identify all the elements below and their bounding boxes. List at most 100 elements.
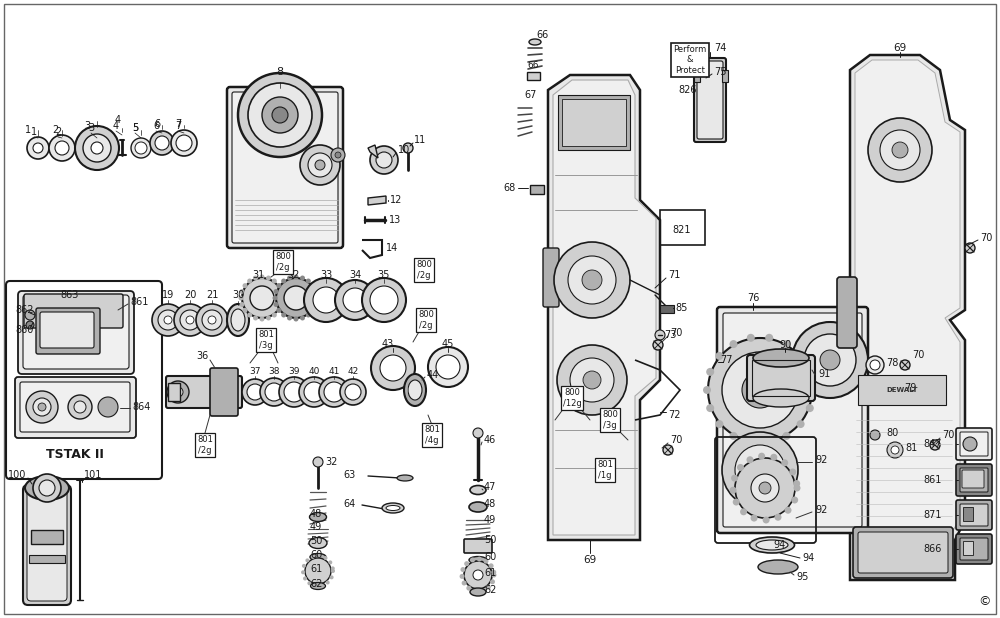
Circle shape [870, 360, 880, 370]
Circle shape [310, 283, 315, 288]
Bar [31, 530, 63, 544]
Circle shape [370, 286, 398, 314]
Circle shape [428, 347, 468, 387]
Circle shape [781, 459, 788, 467]
Text: 61: 61 [484, 568, 496, 578]
FancyBboxPatch shape [36, 308, 100, 354]
Circle shape [706, 404, 714, 412]
Text: 3: 3 [84, 121, 90, 131]
Circle shape [247, 384, 263, 400]
Circle shape [238, 73, 322, 157]
Text: 30: 30 [232, 290, 244, 300]
Circle shape [324, 382, 344, 402]
Text: 75: 75 [714, 67, 726, 77]
Circle shape [331, 566, 335, 570]
Text: 94: 94 [774, 540, 786, 550]
Circle shape [460, 567, 465, 572]
Circle shape [274, 302, 279, 307]
Circle shape [370, 146, 398, 174]
Text: 49: 49 [484, 515, 496, 525]
Text: 62: 62 [310, 579, 322, 589]
Text: 32: 32 [325, 457, 337, 467]
Circle shape [473, 428, 483, 438]
Circle shape [403, 143, 413, 153]
Circle shape [751, 474, 779, 502]
Circle shape [314, 295, 320, 300]
Circle shape [703, 386, 711, 394]
Circle shape [730, 340, 738, 348]
Circle shape [797, 352, 805, 360]
Ellipse shape [386, 506, 400, 510]
Circle shape [75, 126, 119, 170]
FancyBboxPatch shape [747, 355, 815, 401]
Circle shape [279, 302, 284, 307]
Circle shape [715, 420, 723, 428]
Circle shape [820, 350, 840, 370]
Text: 4: 4 [115, 115, 121, 125]
Text: 50: 50 [310, 536, 322, 546]
Circle shape [891, 446, 899, 454]
Circle shape [171, 130, 197, 156]
Circle shape [750, 460, 770, 480]
Ellipse shape [470, 588, 486, 596]
Circle shape [340, 379, 366, 405]
Text: 863: 863 [61, 290, 79, 300]
Circle shape [653, 340, 663, 350]
Circle shape [300, 315, 305, 321]
Ellipse shape [310, 554, 326, 561]
FancyBboxPatch shape [232, 92, 338, 243]
Circle shape [326, 580, 330, 585]
Circle shape [324, 556, 328, 560]
Text: DEWALT: DEWALT [886, 387, 918, 393]
Circle shape [470, 557, 475, 562]
Text: 14: 14 [386, 243, 398, 253]
Circle shape [164, 316, 172, 324]
Bar [722, 70, 728, 82]
Circle shape [758, 452, 765, 460]
Text: 40: 40 [308, 368, 320, 376]
Circle shape [242, 379, 268, 405]
Text: 49: 49 [310, 522, 322, 532]
FancyBboxPatch shape [23, 485, 71, 605]
Circle shape [742, 372, 778, 408]
Text: 70: 70 [942, 430, 954, 440]
Circle shape [460, 574, 465, 579]
Text: 79: 79 [904, 383, 916, 393]
Text: 48: 48 [310, 509, 322, 519]
Circle shape [328, 561, 332, 564]
Circle shape [319, 377, 349, 407]
Circle shape [243, 308, 248, 313]
Text: 69: 69 [583, 555, 597, 565]
FancyBboxPatch shape [960, 432, 988, 456]
Text: 68: 68 [504, 183, 516, 193]
Circle shape [492, 572, 496, 577]
Circle shape [317, 554, 321, 558]
Circle shape [307, 582, 311, 585]
Text: 1: 1 [25, 125, 31, 135]
Circle shape [253, 315, 258, 321]
Text: 43: 43 [382, 339, 394, 349]
Polygon shape [553, 80, 656, 535]
Circle shape [262, 97, 298, 133]
Circle shape [272, 295, 278, 300]
Ellipse shape [753, 389, 809, 407]
Circle shape [464, 561, 469, 566]
Circle shape [930, 440, 940, 450]
Circle shape [792, 322, 868, 398]
FancyBboxPatch shape [543, 248, 559, 307]
FancyBboxPatch shape [464, 539, 492, 553]
Circle shape [279, 377, 309, 407]
Polygon shape [855, 60, 960, 575]
Circle shape [98, 397, 118, 417]
Circle shape [260, 378, 288, 406]
Circle shape [313, 457, 323, 467]
Text: 861: 861 [924, 475, 942, 485]
Circle shape [887, 442, 903, 458]
Circle shape [331, 148, 345, 162]
Text: ©: © [979, 595, 991, 608]
Circle shape [473, 570, 483, 580]
Text: 3: 3 [88, 123, 94, 133]
Circle shape [33, 398, 51, 416]
Circle shape [473, 588, 478, 593]
Text: 70: 70 [670, 328, 682, 338]
